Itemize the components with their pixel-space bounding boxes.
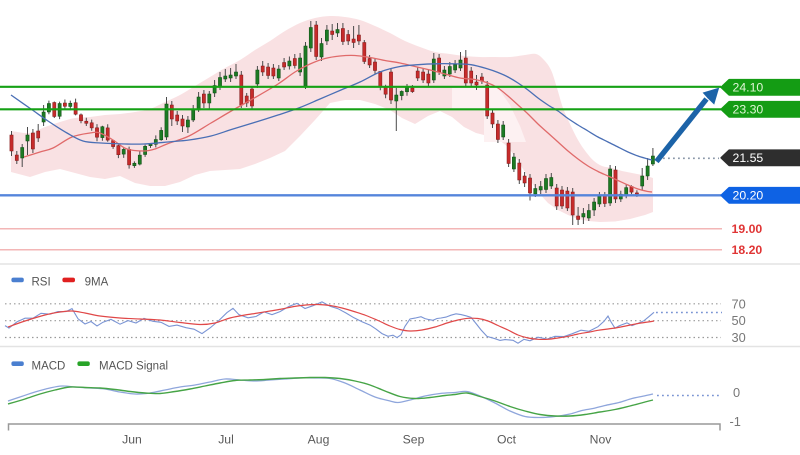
svg-text:MACD Signal: MACD Signal — [99, 360, 168, 372]
svg-text:RSI: RSI — [32, 277, 51, 289]
svg-text:Oct: Oct — [497, 432, 517, 446]
svg-text:23.30: 23.30 — [733, 103, 764, 117]
svg-text:9MA: 9MA — [85, 277, 109, 289]
svg-text:20.20: 20.20 — [733, 189, 764, 203]
svg-text:MACD: MACD — [32, 360, 66, 372]
svg-text:Nov: Nov — [590, 432, 613, 446]
svg-text:Sep: Sep — [403, 432, 425, 446]
svg-text:Aug: Aug — [308, 432, 330, 446]
svg-text:18.20: 18.20 — [732, 243, 763, 257]
svg-text:0: 0 — [733, 385, 740, 400]
svg-text:-1: -1 — [730, 414, 741, 429]
svg-text:30: 30 — [732, 330, 746, 345]
svg-text:70: 70 — [732, 296, 746, 311]
svg-text:19.00: 19.00 — [732, 222, 763, 236]
svg-text:50: 50 — [732, 313, 746, 328]
svg-text:24.10: 24.10 — [733, 81, 764, 95]
svg-text:21.55: 21.55 — [733, 151, 764, 165]
svg-text:Jun: Jun — [122, 432, 142, 446]
svg-text:Jul: Jul — [218, 432, 234, 446]
